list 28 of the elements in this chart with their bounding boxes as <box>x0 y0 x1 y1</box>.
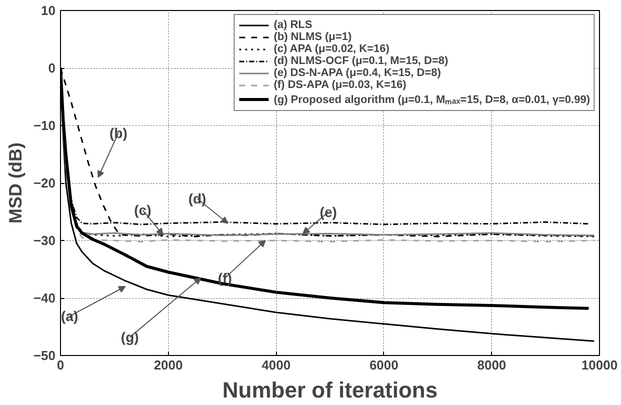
annotation: (e) <box>320 204 337 220</box>
legend-label: (g) Proposed algorithm (μ=0.1, Mₘₐₓ=15, D=8, α=0.01, γ=0.99) <box>274 93 590 106</box>
x-tick-label: 2000 <box>154 358 183 372</box>
y-tick-label: −20 <box>33 176 56 190</box>
y-tick-label: −10 <box>33 118 56 133</box>
annotation: (d) <box>188 190 206 207</box>
x-tick-label: 8000 <box>477 358 506 372</box>
annotation: (f) <box>218 270 232 286</box>
annotation: (c) <box>134 202 152 218</box>
annotation: (b) <box>110 124 128 141</box>
legend-label: (a) RLS <box>274 19 312 31</box>
y-tick-label: 0 <box>48 60 56 76</box>
legend-label: (e) DS-N-APA (μ=0.4, K=15, D=8) <box>274 67 441 79</box>
x-tick-label: 6000 <box>369 358 398 372</box>
annotation: (g) <box>120 329 139 346</box>
legend-label: (d) NLMS-OCF (μ=0.1, M=15, D=8) <box>274 55 448 67</box>
x-tick-label: 4000 <box>262 358 291 372</box>
y-tick-label: −30 <box>33 233 56 248</box>
legend-label: (f) DS-APA (μ=0.03, K=16) <box>274 79 406 91</box>
y-tick-label: −40 <box>33 290 56 306</box>
x-axis-title: Number of iterations <box>222 378 438 402</box>
legend-label: (c) APA (μ=0.02, K=16) <box>274 43 390 55</box>
x-tick-label: 10000 <box>581 358 618 372</box>
y-tick-label: 10 <box>41 3 56 18</box>
annotation: (a) <box>61 308 78 324</box>
legend-label: (b) NLMS (μ=1) <box>274 31 352 43</box>
y-axis-title: MSD (dB) <box>5 142 26 224</box>
y-tick-label: −50 <box>33 348 56 363</box>
